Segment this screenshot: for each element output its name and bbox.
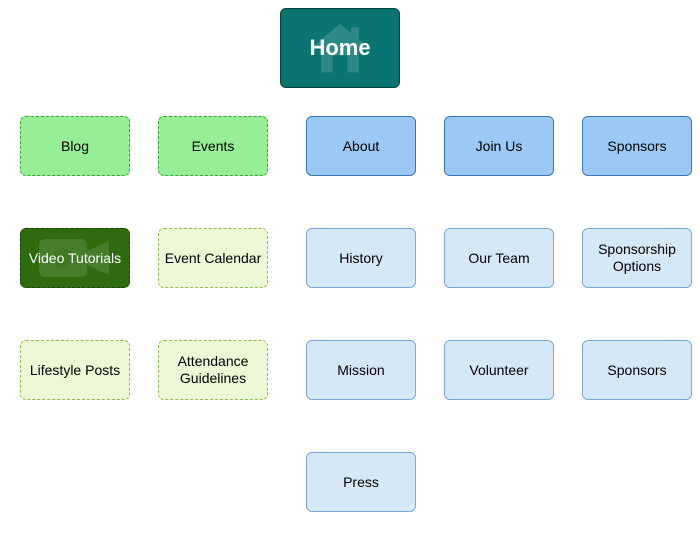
node-sponsors-top: Sponsors [582,116,692,176]
node-sponsors-top-label: Sponsors [607,138,666,155]
node-mission-label: Mission [337,362,384,379]
node-mission: Mission [306,340,416,400]
node-our-team: Our Team [444,228,554,288]
node-event-calendar-label: Event Calendar [165,250,262,267]
node-blog: Blog [20,116,130,176]
node-lifestyle-posts-label: Lifestyle Posts [30,362,120,379]
node-volunteer-label: Volunteer [469,362,528,379]
node-events-label: Events [192,138,235,155]
node-join-us-label: Join Us [476,138,523,155]
node-our-team-label: Our Team [468,250,529,267]
node-home-label: Home [309,35,370,61]
node-sponsorship-options: Sponsorship Options [582,228,692,288]
node-event-calendar: Event Calendar [158,228,268,288]
node-history-label: History [339,250,383,267]
node-press: Press [306,452,416,512]
node-about-label: About [343,138,380,155]
node-blog-label: Blog [61,138,89,155]
node-video-tutorials: Video Tutorials [20,228,130,288]
node-sponsors-sub-label: Sponsors [607,362,666,379]
node-press-label: Press [343,474,379,491]
node-home: Home [280,8,400,88]
node-volunteer: Volunteer [444,340,554,400]
node-sponsorship-options-label: Sponsorship Options [587,241,687,275]
node-events: Events [158,116,268,176]
node-sponsors-sub: Sponsors [582,340,692,400]
node-attendance-guidelines-label: Attendance Guidelines [163,353,263,387]
node-about: About [306,116,416,176]
node-video-tutorials-label: Video Tutorials [29,250,121,267]
node-history: History [306,228,416,288]
node-attendance-guidelines: Attendance Guidelines [158,340,268,400]
node-lifestyle-posts: Lifestyle Posts [20,340,130,400]
node-join-us: Join Us [444,116,554,176]
